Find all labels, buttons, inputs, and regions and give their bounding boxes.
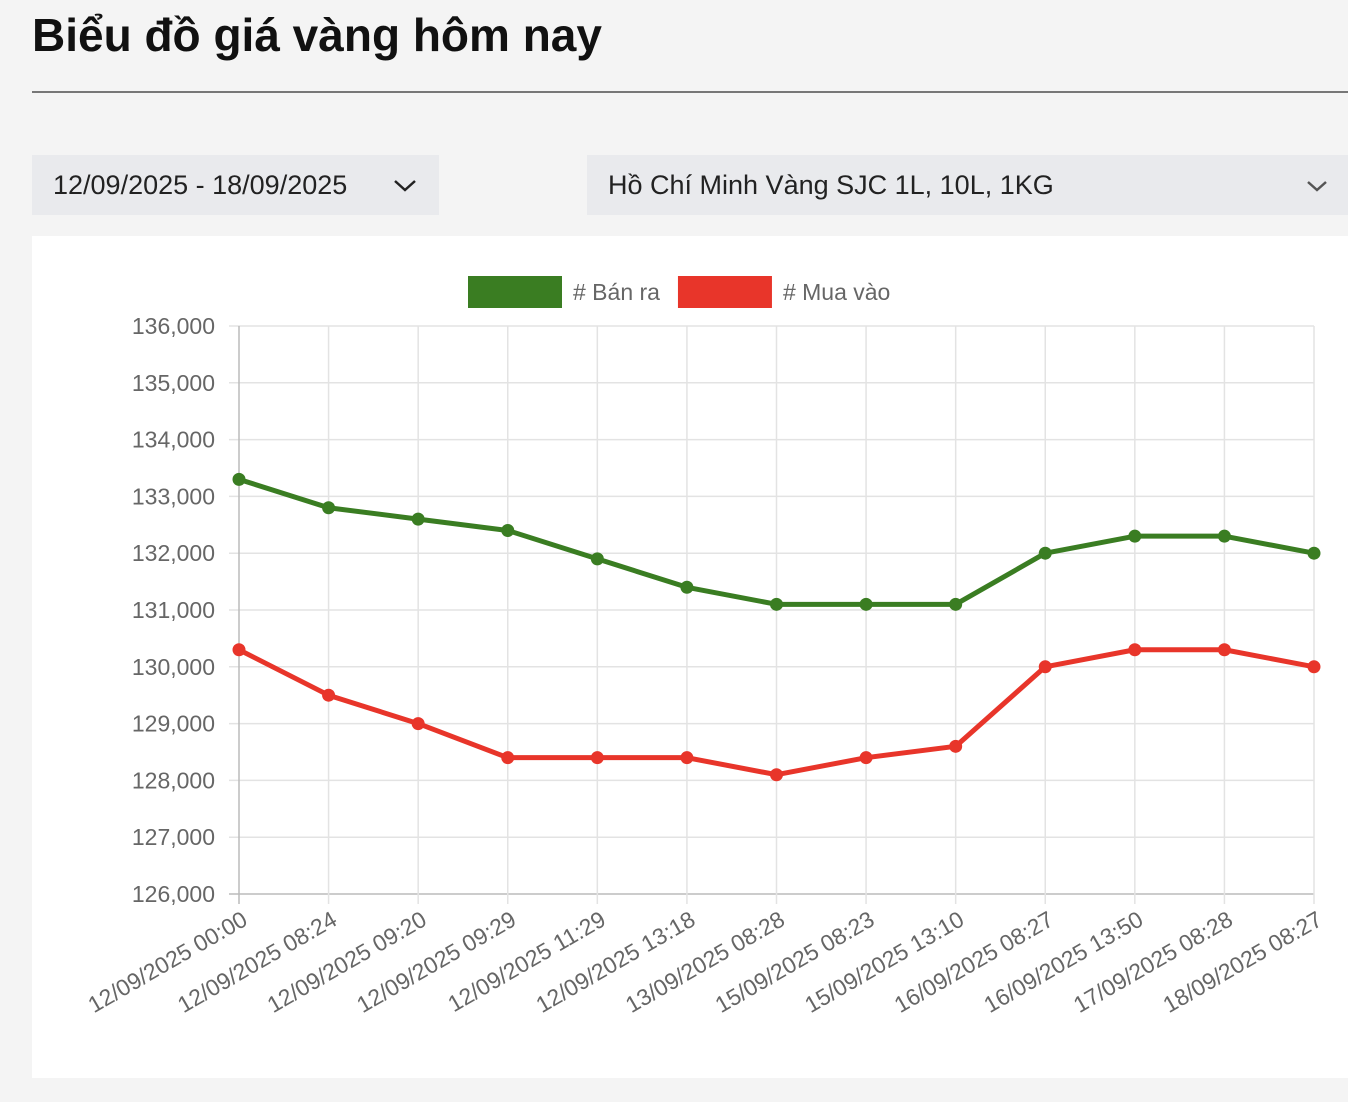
divider [32, 91, 1348, 93]
x-tick-label: 12/09/2025 09:29 [352, 906, 520, 1018]
data-point [770, 768, 783, 782]
x-tick-label: 16/09/2025 08:27 [890, 906, 1058, 1018]
chart: 126,000 127,000 128,000 129,000 130,000 131,0… [83, 276, 1327, 1018]
x-tick-label: 12/09/2025 00:00 [83, 906, 251, 1018]
y-tick-label: 130,000 [132, 654, 215, 680]
y-tick-label: 126,000 [132, 881, 215, 907]
data-point [411, 717, 425, 731]
x-tick-label: 18/09/2025 08:27 [1158, 906, 1326, 1018]
x-tick-label: 15/09/2025 08:23 [711, 906, 879, 1018]
x-tick-label: 15/09/2025 13:10 [800, 906, 968, 1018]
data-point [1307, 660, 1321, 674]
product: Hồ Chí Minh Vàng SJC 1L, 10L, 1KG [608, 170, 1054, 200]
data-point [1217, 529, 1231, 543]
x-tick-label: 17/09/2025 08:28 [1069, 906, 1237, 1018]
legend-swatch [468, 276, 562, 308]
data-point [680, 751, 694, 765]
data-point [680, 580, 694, 594]
y-tick-label: 131,000 [132, 597, 215, 623]
data-point [232, 472, 246, 486]
chevron [394, 180, 416, 192]
page-title: Biểu đồ giá vàng hôm nay [32, 9, 602, 61]
x-tick-label: 12/09/2025 13:18 [531, 906, 699, 1018]
data-point [590, 552, 604, 566]
data-point [501, 751, 515, 765]
y-tick-label: 127,000 [132, 824, 215, 850]
data-point [1307, 546, 1321, 560]
y-tick-label: 132,000 [132, 540, 215, 566]
x-tick-label: 12/09/2025 11:29 [443, 906, 610, 1017]
y-tick-label: 136,000 [132, 313, 215, 339]
y-tick-label: 128,000 [132, 767, 215, 793]
data-point [590, 751, 604, 765]
data-point [1128, 643, 1142, 657]
date-range-dropdown[interactable]: 12/09/2025 - 18/09/2025 [32, 155, 439, 215]
data-point [1217, 643, 1231, 657]
data-point [1038, 546, 1052, 560]
y-tick-label: 129,000 [132, 711, 215, 737]
data-point [322, 501, 336, 515]
x-tick-label: 13/09/2025 08:28 [621, 906, 789, 1018]
y-tick-label: 135,000 [132, 370, 215, 396]
data-point [322, 688, 336, 702]
x-tick-label: 12/09/2025 08:24 [173, 906, 341, 1018]
product-dropdown[interactable]: Hồ Chí Minh Vàng SJC 1L, 10L, 1KG [587, 155, 1348, 215]
legend-label: # Bán ra [573, 279, 660, 305]
y-tick-label: 134,000 [132, 427, 215, 453]
legend-label: # Mua vào [783, 279, 890, 305]
data-point [949, 739, 963, 753]
x-tick-label: 16/09/2025 13:50 [979, 906, 1147, 1018]
y-tick-label: 133,000 [132, 483, 215, 509]
chart-panel: 126,000 127,000 128,000 129,000 130,000 131,0… [32, 236, 1348, 1078]
chevron [1307, 181, 1327, 192]
data-point [770, 597, 783, 611]
x-tick-label: 12/09/2025 09:20 [263, 906, 431, 1018]
data-point [411, 512, 425, 526]
data-point [232, 643, 246, 657]
data-point [859, 751, 873, 765]
data-point [1128, 529, 1142, 543]
data-point [1038, 660, 1052, 674]
data-point [501, 523, 515, 537]
date-range: 12/09/2025 - 18/09/2025 [53, 170, 348, 200]
data-point [949, 597, 963, 611]
legend-swatch [677, 276, 772, 308]
data-point [859, 597, 873, 611]
